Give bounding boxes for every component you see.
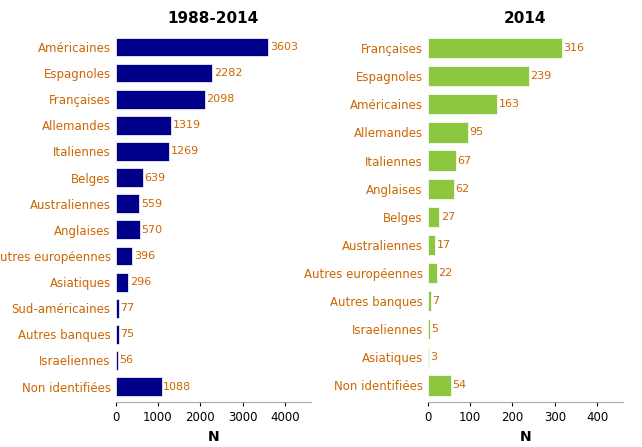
Text: 163: 163 <box>498 99 519 110</box>
Bar <box>428 38 562 58</box>
Bar <box>116 299 119 318</box>
Bar <box>116 168 143 187</box>
Bar <box>116 116 171 135</box>
Bar <box>116 38 268 56</box>
Bar <box>428 263 437 283</box>
Text: 54: 54 <box>452 380 466 390</box>
Bar <box>428 122 468 143</box>
Text: 396: 396 <box>134 251 155 261</box>
Text: 56: 56 <box>119 355 134 366</box>
Bar <box>116 90 205 109</box>
Text: 2282: 2282 <box>214 68 243 78</box>
Text: 5: 5 <box>431 324 438 334</box>
Bar <box>116 377 162 396</box>
Text: 2098: 2098 <box>206 94 234 104</box>
Bar <box>116 142 169 161</box>
Bar <box>116 325 119 344</box>
Text: 77: 77 <box>121 303 135 313</box>
Title: 2014: 2014 <box>504 11 546 26</box>
Bar <box>428 207 439 227</box>
Text: 17: 17 <box>437 240 451 250</box>
Text: 7: 7 <box>432 296 439 306</box>
Text: 1088: 1088 <box>163 382 191 392</box>
Text: 559: 559 <box>141 199 162 209</box>
Bar <box>428 151 456 171</box>
Text: 27: 27 <box>440 212 455 222</box>
Bar <box>428 375 451 396</box>
Text: 62: 62 <box>456 184 470 194</box>
Bar <box>116 351 118 370</box>
Bar <box>428 235 435 255</box>
Text: 570: 570 <box>141 225 162 235</box>
Text: 1269: 1269 <box>171 147 199 156</box>
Text: 22: 22 <box>438 268 453 278</box>
Bar <box>428 291 431 311</box>
Text: 67: 67 <box>458 156 472 165</box>
Bar <box>116 194 139 213</box>
Bar <box>428 94 497 114</box>
Text: 1319: 1319 <box>173 120 201 131</box>
Text: 3603: 3603 <box>270 42 298 52</box>
Bar <box>116 63 213 83</box>
Bar <box>428 319 429 339</box>
Title: 1988-2014: 1988-2014 <box>168 11 259 26</box>
Text: 239: 239 <box>530 71 552 81</box>
Text: 296: 296 <box>130 277 151 287</box>
X-axis label: N: N <box>207 430 219 444</box>
Bar <box>116 247 132 266</box>
X-axis label: N: N <box>519 430 531 444</box>
Text: 3: 3 <box>431 352 437 363</box>
Bar <box>428 178 454 199</box>
Bar <box>116 220 140 239</box>
Bar <box>428 347 429 367</box>
Bar <box>116 273 128 291</box>
Text: 75: 75 <box>120 329 134 339</box>
Text: 639: 639 <box>144 173 166 183</box>
Text: 95: 95 <box>469 127 483 138</box>
Bar <box>428 66 529 86</box>
Text: 316: 316 <box>563 43 584 53</box>
